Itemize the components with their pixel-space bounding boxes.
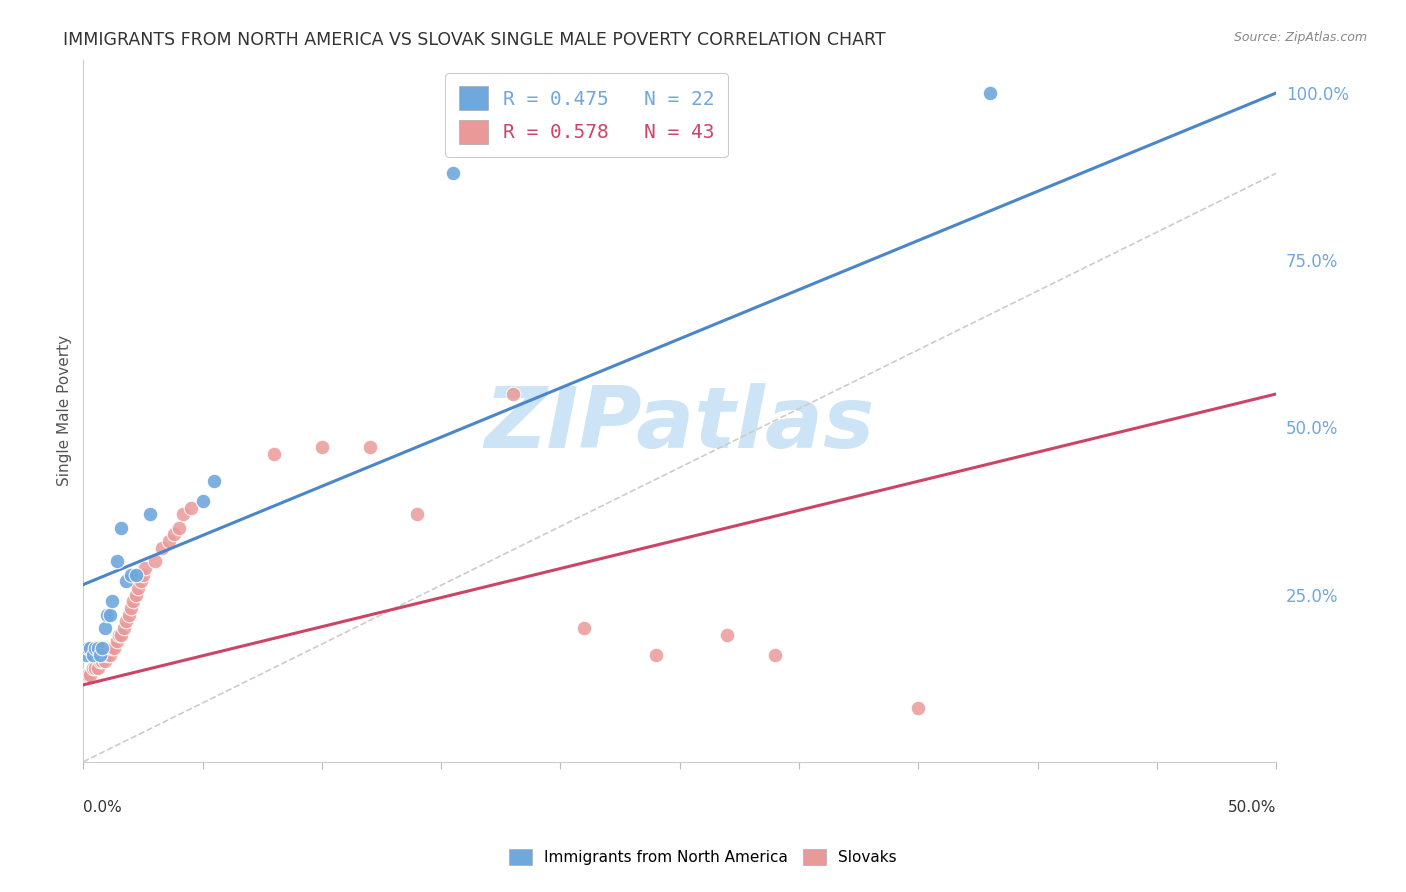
- Point: [98, 648, 121, 662]
- Point: [79, 641, 101, 656]
- Point: [129, 574, 152, 589]
- Point: [105, 554, 128, 568]
- Point: [125, 588, 148, 602]
- Point: [120, 601, 142, 615]
- Point: [75, 668, 97, 682]
- Point: [110, 628, 132, 642]
- Point: [127, 581, 149, 595]
- Point: [89, 648, 111, 662]
- Point: [263, 447, 285, 461]
- Point: [77, 641, 100, 656]
- Point: [907, 701, 929, 715]
- Point: [204, 474, 226, 488]
- Point: [86, 661, 108, 675]
- Point: [75, 648, 97, 662]
- Text: Source: ZipAtlas.com: Source: ZipAtlas.com: [1233, 31, 1367, 45]
- Point: [94, 655, 117, 669]
- Point: [84, 641, 107, 656]
- Point: [134, 561, 156, 575]
- Legend: Immigrants from North America, Slovaks: Immigrants from North America, Slovaks: [503, 843, 903, 871]
- Point: [94, 621, 117, 635]
- Point: [108, 628, 131, 642]
- Point: [82, 648, 104, 662]
- Point: [110, 521, 132, 535]
- Text: ZIPatlas: ZIPatlas: [485, 384, 875, 467]
- Point: [91, 641, 114, 656]
- Point: [644, 648, 666, 662]
- Point: [125, 567, 148, 582]
- Point: [89, 655, 111, 669]
- Point: [96, 607, 118, 622]
- Text: IMMIGRANTS FROM NORTH AMERICA VS SLOVAK SINGLE MALE POVERTY CORRELATION CHART: IMMIGRANTS FROM NORTH AMERICA VS SLOVAK …: [63, 31, 886, 49]
- Point: [574, 621, 596, 635]
- Point: [441, 166, 464, 180]
- Point: [112, 621, 135, 635]
- Point: [82, 661, 104, 675]
- Point: [86, 641, 108, 656]
- Point: [120, 567, 142, 582]
- Text: 0.0%: 0.0%: [83, 800, 122, 815]
- Point: [191, 494, 214, 508]
- Text: 50.0%: 50.0%: [1227, 800, 1277, 815]
- Point: [311, 441, 333, 455]
- Point: [117, 607, 139, 622]
- Point: [132, 567, 155, 582]
- Point: [143, 554, 166, 568]
- Point: [91, 655, 114, 669]
- Point: [150, 541, 173, 555]
- Y-axis label: Single Male Poverty: Single Male Poverty: [58, 335, 72, 486]
- Point: [139, 508, 162, 522]
- Point: [406, 508, 429, 522]
- Point: [173, 508, 195, 522]
- Point: [157, 534, 180, 549]
- Point: [979, 86, 1001, 100]
- Legend: R = 0.475   N = 22, R = 0.578   N = 43: R = 0.475 N = 22, R = 0.578 N = 43: [444, 73, 728, 157]
- Point: [502, 387, 524, 401]
- Point: [115, 615, 138, 629]
- Point: [79, 668, 101, 682]
- Point: [115, 574, 138, 589]
- Point: [84, 661, 107, 675]
- Point: [77, 668, 100, 682]
- Point: [163, 527, 186, 541]
- Point: [716, 628, 738, 642]
- Point: [167, 521, 190, 535]
- Point: [763, 648, 786, 662]
- Point: [101, 594, 124, 608]
- Point: [98, 607, 121, 622]
- Point: [359, 441, 381, 455]
- Point: [105, 634, 128, 648]
- Point: [103, 641, 125, 656]
- Point: [101, 641, 124, 656]
- Point: [180, 500, 202, 515]
- Point: [122, 594, 145, 608]
- Point: [96, 648, 118, 662]
